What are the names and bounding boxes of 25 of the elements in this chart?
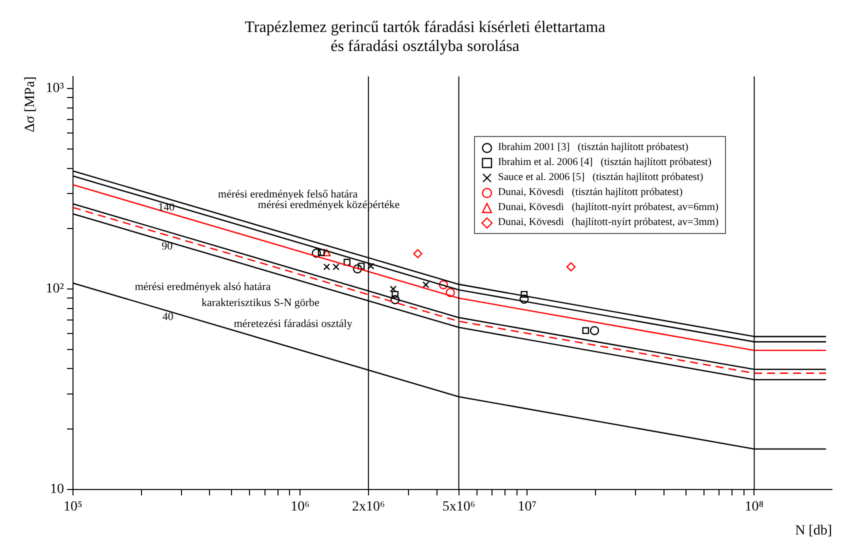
legend-label: Ibrahim 2001 [3] (tisztán hajlított próbatest) xyxy=(498,141,688,155)
x-tick-label: 10⁷ xyxy=(518,499,537,514)
annotation: mérési eredmények alsó határa xyxy=(134,280,271,293)
annotation: 90 xyxy=(162,240,174,252)
y-tick-label: 10² xyxy=(46,282,64,297)
legend-label: Ibrahim et al. 2006 [4] (tisztán hajlított próbatest) xyxy=(498,156,712,170)
x-tick-label: 5x10⁶ xyxy=(442,499,476,514)
legend-label: Dunai, Kövesdi (hajlított-nyírt próbatest, av=3mm) xyxy=(498,216,719,230)
annotation: mérési eredmények felső határa xyxy=(218,188,358,200)
x-tick-label: 10⁵ xyxy=(64,499,83,514)
legend-label: Sauce et al. 2006 [5] (tisztán hajlított próbatest) xyxy=(498,171,704,185)
legend-label: Dunai, Kövesdi (hajlított-nyírt próbatest, av=6mm) xyxy=(498,201,719,215)
x-tick-label: 2x10⁶ xyxy=(352,499,385,514)
chart-title: Trapézlemez gerincű tartók fáradási kísérleti élettartama és fáradási osztályba sorolása xyxy=(244,18,606,56)
x-axis-title: N [db] xyxy=(795,523,832,538)
annotation: 40 xyxy=(162,311,174,324)
annotation: méretezési fáradási osztály xyxy=(234,318,353,330)
annotation: 140 xyxy=(158,202,176,214)
y-axis-title: Δσ [MPa] xyxy=(23,76,38,132)
x-tick-label: 10⁸ xyxy=(744,499,764,514)
x-tick-label: 10⁶ xyxy=(290,499,310,514)
y-tick-label: 10³ xyxy=(46,81,64,96)
annotation: karakterisztikus S-N görbe xyxy=(202,297,320,310)
y-tick-label: 10 xyxy=(50,482,64,498)
legend-label: Dunai, Kövesdi (tisztán hajlított próbatest) xyxy=(498,186,683,200)
